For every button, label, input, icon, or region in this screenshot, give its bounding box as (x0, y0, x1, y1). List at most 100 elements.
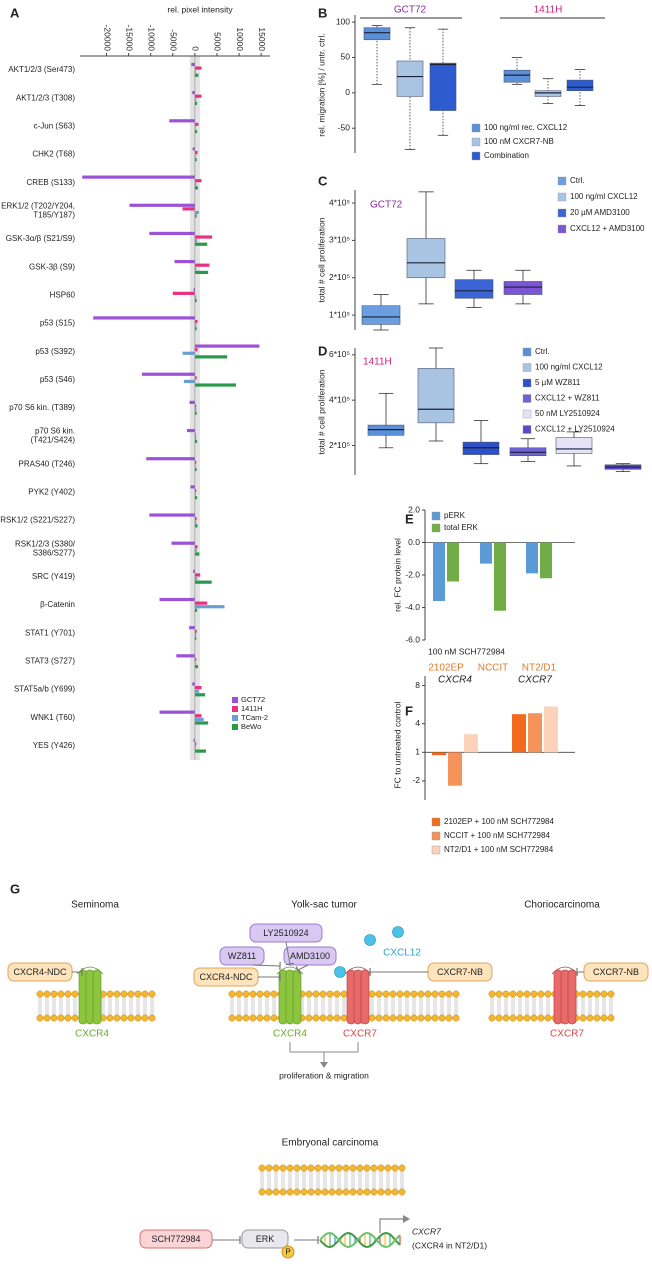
lipid-head (321, 1164, 329, 1172)
bar (183, 379, 195, 384)
lipid-head (286, 1164, 294, 1172)
lipid-head (363, 1188, 371, 1196)
bar (194, 70, 196, 74)
bar (194, 496, 198, 500)
bar (146, 457, 195, 461)
bar (194, 657, 197, 662)
bar (192, 682, 195, 686)
bar (526, 542, 538, 574)
lipid-head (127, 990, 135, 998)
panel-label: E (405, 511, 414, 526)
y-axis-label: rel. FC protein level (392, 538, 402, 612)
lipid-head (263, 1014, 271, 1022)
bar (528, 713, 542, 753)
receptor-helix (292, 969, 302, 1025)
bar (194, 633, 197, 637)
receptor-label: CXCR4 (273, 1029, 307, 1040)
bar (194, 464, 196, 468)
lipid-head (258, 1188, 266, 1196)
lipid-head (445, 990, 453, 998)
bar (194, 319, 198, 324)
category-label: YES (Y426) (33, 741, 76, 750)
bar (82, 175, 195, 179)
legend-swatch (431, 511, 441, 521)
panel-label: A (10, 5, 20, 20)
bar (544, 706, 558, 753)
lipid-head (113, 990, 121, 998)
y-tick-label: 1 (415, 747, 420, 757)
lipid-head (579, 990, 587, 998)
bar (194, 689, 199, 693)
legend-swatch (431, 831, 441, 841)
category-label: STAT5a/b (Y699) (14, 685, 75, 694)
bar (194, 239, 198, 243)
lipid-head (488, 990, 496, 998)
bar (176, 654, 195, 658)
bar (194, 608, 198, 612)
lipid-head (106, 990, 114, 998)
lipid-head (600, 990, 608, 998)
y-tick-label: 2*10⁵ (329, 440, 350, 450)
category-label: GSK-3α/β (S21/S9) (6, 234, 76, 243)
bar (182, 351, 195, 355)
lipid-head (396, 990, 404, 998)
lipid-head (593, 990, 601, 998)
arrowhead (403, 1215, 410, 1223)
category-label: PRAS40 (T246) (19, 459, 76, 468)
legend-label: Combination (484, 151, 529, 160)
lipid-head (523, 1014, 531, 1022)
arrowhead (320, 1062, 328, 1068)
bar (512, 714, 526, 753)
category-label: HSP60 (50, 290, 76, 299)
lipid-head (141, 990, 149, 998)
annotation: 100 nM SCH772984 (428, 646, 505, 656)
lipid-head (319, 1014, 327, 1022)
bar (194, 122, 199, 126)
bar (192, 91, 195, 95)
lipid-head (148, 990, 156, 998)
lipid-head (356, 1188, 364, 1196)
dna-strand (319, 1231, 401, 1249)
legend-label: 100 ng/ml CXCL12 (535, 363, 603, 372)
category-line: (T421/S424) (31, 436, 76, 445)
legend-swatch (431, 523, 441, 533)
bar (191, 62, 195, 67)
y-axis-label: rel. migration [%] / untr. ctrl. (316, 33, 326, 136)
lipid-head (43, 990, 51, 998)
lipid-head (50, 990, 58, 998)
bar (194, 179, 202, 183)
lipid-head (270, 1014, 278, 1022)
inhibitor-label: WZ811 (228, 951, 256, 961)
bar (194, 66, 202, 70)
inhibitor-label: SCH772984 (151, 1234, 200, 1244)
lipid-head (333, 990, 341, 998)
bar (432, 752, 446, 756)
lipid-head (36, 990, 44, 998)
lipid-head (356, 1164, 364, 1172)
lipid-head (134, 1014, 142, 1022)
legend-swatch (431, 845, 441, 855)
category-label: RSK1/2/3 (S380/S386/S277) (15, 539, 76, 557)
lipid-head (370, 1164, 378, 1172)
x-tick-label: -15000 (124, 25, 134, 52)
bar (159, 597, 195, 602)
bar (540, 542, 552, 579)
lipid-head (530, 1014, 538, 1022)
y-axis-label: total # cell proliferation (316, 369, 326, 454)
lipid-head (431, 1014, 439, 1022)
bar (194, 98, 197, 102)
bar (194, 408, 197, 412)
panel-label: B (318, 5, 327, 20)
bar (189, 626, 195, 630)
lipid-head (349, 1188, 357, 1196)
legend-label: CXCL12 + LY2510924 (535, 425, 615, 434)
lipid-head (307, 1164, 315, 1172)
y-axis-label: total # cell proliferation (316, 217, 326, 302)
y-tick-label: -50 (338, 122, 351, 132)
inhibitor-label: CXCR7-NB (437, 967, 483, 977)
lipid-head (263, 990, 271, 998)
lipid-head (368, 1014, 376, 1022)
lipid-head (368, 990, 376, 998)
lipid-head (321, 1188, 329, 1196)
